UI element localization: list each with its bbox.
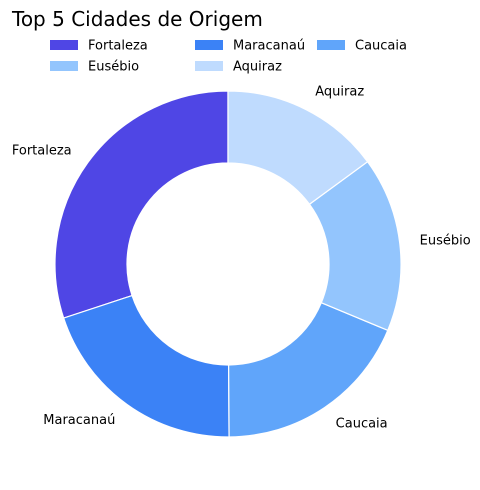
- slice-label-aquiraz: Aquiraz: [315, 84, 364, 99]
- slice-labels: Fortaleza Maracanaú Caucaia Eusébio Aquiraz: [12, 84, 471, 431]
- legend-swatch-aquiraz: [195, 61, 223, 71]
- legend-swatch-fortaleza: [50, 40, 78, 50]
- legend-swatch-maracanau: [195, 40, 223, 50]
- legend: Fortaleza Maracanaú Caucaia Eusébio Aquiraz: [50, 39, 407, 75]
- legend-label-maracanau: Maracanaú: [233, 39, 305, 54]
- legend-label-aquiraz: Aquiraz: [233, 60, 282, 75]
- slice-label-eusebio: Eusébio: [420, 233, 471, 248]
- slice-label-caucaia: Caucaia: [336, 417, 388, 432]
- legend-swatch-caucaia: [317, 40, 345, 50]
- slice-label-maracanau: Maracanaú: [43, 413, 115, 428]
- legend-swatch-eusebio: [50, 61, 78, 71]
- slice-fortaleza: [54, 90, 229, 319]
- slices: [54, 90, 402, 438]
- slice-aquiraz: [227, 90, 369, 206]
- legend-label-fortaleza: Fortaleza: [88, 39, 148, 54]
- slice-label-fortaleza: Fortaleza: [12, 143, 72, 158]
- legend-label-caucaia: Caucaia: [355, 39, 407, 54]
- legend-label-eusebio: Eusébio: [88, 60, 139, 75]
- chart-title: Top 5 Cidades de Origem: [11, 7, 263, 31]
